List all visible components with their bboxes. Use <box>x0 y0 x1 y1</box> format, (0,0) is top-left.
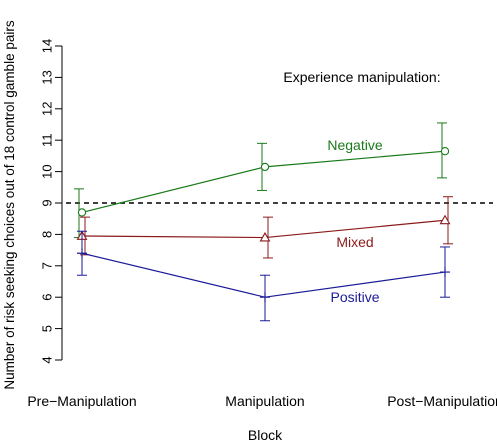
y-tick-label: 6 <box>39 294 54 301</box>
data-point-circle <box>77 208 87 217</box>
legend-title: Experience manipulation: <box>283 69 440 85</box>
data-point-plus <box>260 292 270 303</box>
series-negative: Negative <box>74 122 450 239</box>
data-point-circle <box>440 147 450 156</box>
y-tick-label: 10 <box>39 164 54 178</box>
series-mixed: Mixed <box>76 196 453 259</box>
x-axis-title: Block <box>248 427 283 442</box>
y-tick-label: 8 <box>39 231 54 238</box>
series-label: Negative <box>327 137 382 153</box>
y-tick-label: 12 <box>39 102 54 116</box>
x-tick-label: Manipulation <box>225 393 304 409</box>
data-point-plus <box>77 248 87 259</box>
series-layer: Negative Mixed Positive <box>74 122 453 322</box>
y-axis: 4 5 6 7 8 9 10 11 12 13 14 <box>39 39 63 364</box>
y-tick-label: 9 <box>39 199 54 206</box>
data-point-plus <box>440 267 450 278</box>
data-point-triangle <box>259 231 271 242</box>
data-point-circle <box>260 162 270 172</box>
series-positive: Positive <box>77 230 450 322</box>
y-tick-label: 11 <box>39 133 54 147</box>
x-tick-label: Post−Manipulation <box>387 393 497 409</box>
x-tick-label: Pre−Manipulation <box>27 393 136 409</box>
y-axis-title: Number of risk seeking choices out of 18… <box>2 20 17 389</box>
series-label: Mixed <box>336 234 373 250</box>
y-tick-label: 14 <box>39 39 54 53</box>
series-label: Positive <box>330 289 379 305</box>
y-tick-label: 13 <box>39 70 54 84</box>
x-axis-labels: Pre−Manipulation Manipulation Post−Manipul… <box>27 393 497 409</box>
y-tick-label: 7 <box>39 262 54 269</box>
data-point-triangle <box>439 214 451 225</box>
y-tick-label: 4 <box>39 356 54 363</box>
y-tick-label: 5 <box>39 325 54 332</box>
